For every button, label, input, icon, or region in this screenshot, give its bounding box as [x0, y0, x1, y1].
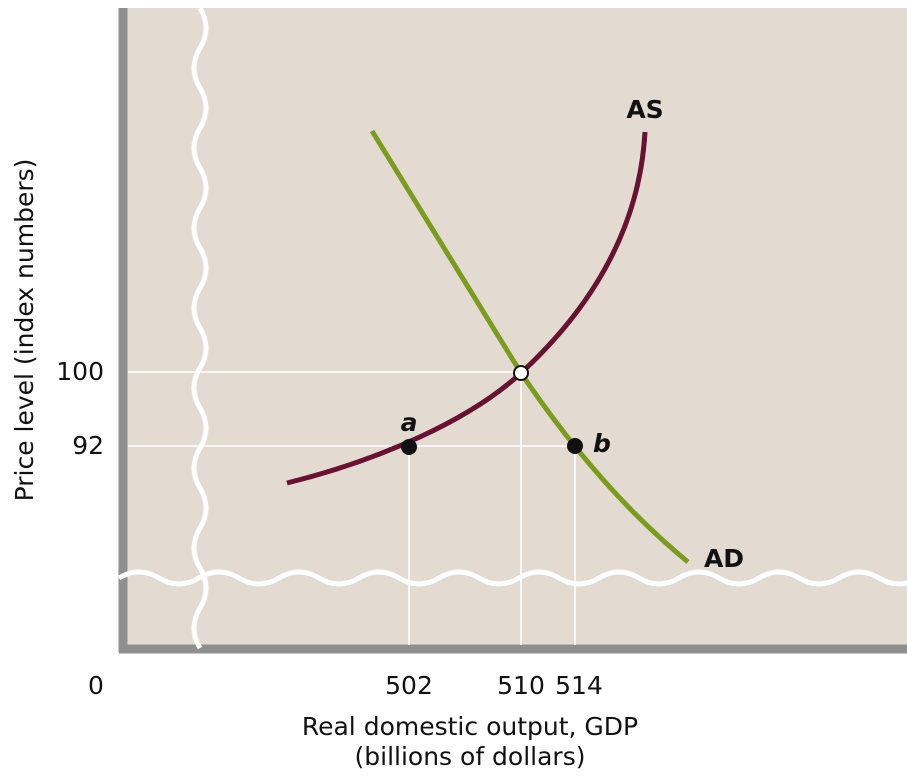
point-label: b — [593, 429, 611, 458]
origin-label: 0 — [88, 671, 104, 700]
point-b — [567, 438, 583, 454]
x-axis-title: Real domestic output, GDP — [302, 712, 638, 741]
y-tick-label: 100 — [56, 357, 104, 386]
point-label: a — [401, 408, 418, 437]
x-tick-label: 514 — [555, 671, 603, 700]
y-axis-break — [191, 6, 209, 650]
equilibrium — [513, 365, 529, 381]
guide-lines — [128, 371, 576, 645]
x-axis-title: (billions of dollars) — [355, 742, 586, 771]
x-tick-label: 510 — [497, 671, 545, 700]
as-label: AS — [626, 95, 663, 124]
point-a — [401, 439, 417, 455]
x-axis-break — [117, 569, 907, 587]
ad-label: AD — [704, 544, 744, 573]
y-axis-title: Price level (index numbers) — [10, 159, 39, 502]
plot-area — [122, 8, 907, 653]
y-tick-label: 92 — [72, 431, 104, 460]
x-tick-label: 502 — [385, 671, 433, 700]
